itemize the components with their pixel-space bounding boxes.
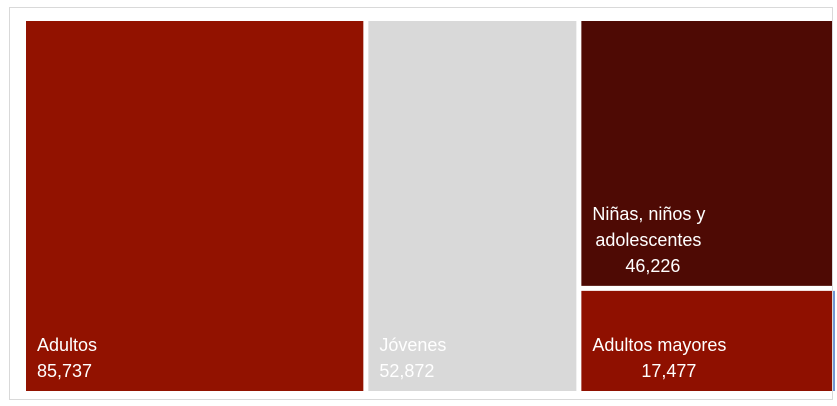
treemap-tile-adultos-mayores: Adultos mayores 17,477 — [581, 290, 832, 391]
treemap-rect-jovenes — [368, 21, 577, 391]
treemap-value-ninas-ninos-y-adolescentes: 46,226 — [625, 256, 680, 276]
treemap-label-ninas-ninos-y-adolescentes-line-1: Niñas, niños y — [592, 204, 705, 224]
treemap-label-adultos-mayores: Adultos mayores — [592, 335, 726, 355]
treemap-rect-adultos-mayores — [581, 290, 832, 391]
treemap-value-jovenes: 52,872 — [379, 361, 434, 381]
treemap-tile-jovenes: Jóvenes 52,872 — [368, 21, 577, 391]
treemap-value-adultos: 85,737 — [37, 361, 92, 381]
treemap-label-jovenes: Jóvenes — [379, 335, 446, 355]
treemap-value-adultos-mayores: 17,477 — [641, 361, 696, 381]
treemap-tile-adultos: Adultos 85,737 — [26, 21, 364, 391]
treemap-label-ninas-ninos-y-adolescentes-line-2: adolescentes — [595, 230, 701, 250]
treemap-rect-ninas-ninos-y-adolescentes — [581, 21, 832, 286]
treemap-label-adultos: Adultos — [37, 335, 97, 355]
treemap-rect-adultos — [26, 21, 364, 391]
treemap-tile-ninas-ninos-y-adolescentes: Niñas, niños y adolescentes 46,226 — [581, 21, 832, 286]
